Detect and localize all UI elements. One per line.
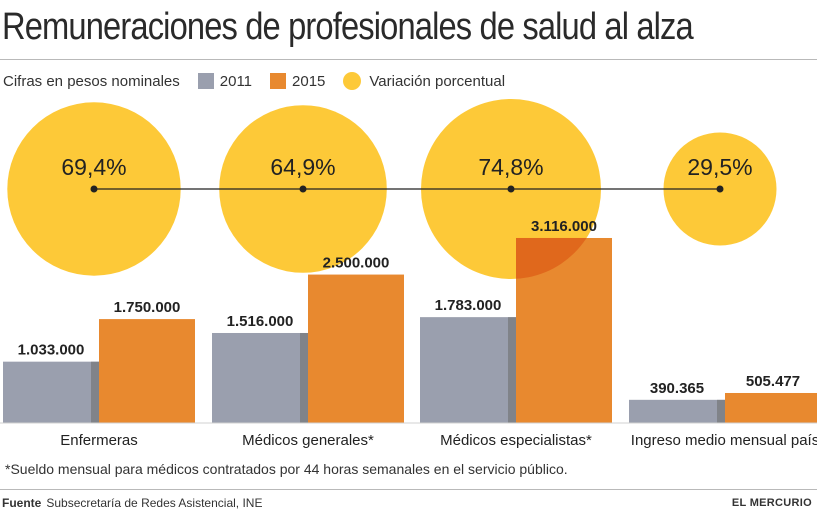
variation-dot-4 [716, 185, 724, 193]
variation-dot-3 [507, 185, 515, 193]
variation-label-1: 69,4% [61, 154, 126, 180]
value-label-2011-2: 1.516.000 [227, 313, 294, 330]
legend-swatch-2015 [270, 73, 287, 89]
title-divider [0, 59, 817, 60]
footer-divider [0, 489, 817, 490]
legend-label-variation: Variación porcentual [369, 72, 506, 90]
bar-shadow-4 [717, 399, 725, 423]
subtitle: Cifras en pesos nominales [3, 72, 180, 90]
chart-title: Remuneraciones de profesionales de salud… [2, 6, 694, 48]
value-label-2011-3: 1.783.000 [435, 297, 502, 314]
value-label-2015-4: 505.477 [746, 373, 800, 390]
category-label-4: Ingreso medio mensual país [631, 432, 817, 449]
variation-dot-2 [299, 185, 307, 193]
bar-2011-1 [3, 361, 99, 423]
legend-item-2015: 2015 [270, 73, 325, 90]
variation-label-2: 64,9% [270, 154, 335, 180]
legend: Cifras en pesos nominales 2011 2015 Vari… [3, 70, 505, 92]
value-label-2011-4: 390.365 [650, 380, 704, 397]
bar-2011-4 [629, 399, 725, 423]
legend-label-2015: 2015 [292, 72, 326, 90]
legend-swatch-variation [343, 72, 362, 90]
chart-canvas: 69,4% 64,9% 74,8% 29,5% 1.033.0001.750.0001… [0, 99, 817, 449]
value-label-2015-1: 1.750.000 [114, 299, 181, 316]
footnote: *Sueldo mensual para médicos contratados… [5, 461, 568, 477]
legend-item-2011: 2011 [197, 72, 253, 90]
bar-2011-2 [212, 332, 308, 423]
category-labels: Enfermeras Médicos generales* Médicos espe… [60, 432, 817, 449]
bar-shadow-2 [300, 332, 308, 423]
category-label-1: Enfermeras [60, 432, 138, 449]
bar-shadow-1 [91, 361, 99, 423]
bar-2015-4 [725, 392, 817, 423]
variation-labels: 69,4% 64,9% 74,8% 29,5% [61, 154, 752, 180]
category-label-3: Médicos especialistas* [440, 432, 592, 449]
legend-item-variation: Variación porcentual [343, 72, 505, 90]
bar-shadow-3 [508, 317, 516, 423]
category-label-2: Médicos generales* [242, 432, 374, 449]
bar-2015-1 [99, 319, 195, 423]
source-line: Fuente Subsecretaría de Redes Asistencial… [2, 496, 262, 510]
value-label-2011-1: 1.033.000 [18, 342, 85, 359]
variation-dot-1 [90, 185, 98, 193]
value-label-2015-3: 3.116.000 [531, 218, 597, 235]
legend-label-2011: 2011 [219, 72, 253, 90]
source-label: Fuente [2, 496, 42, 510]
value-label-2015-2: 2.500.000 [323, 255, 390, 272]
bar-2011-3 [420, 317, 516, 423]
variation-label-3: 74,8% [478, 154, 543, 180]
legend-swatch-2011 [197, 73, 214, 89]
value-labels: 1.033.000 1.750.000 1.516.000 2.500.000 1.78… [18, 218, 800, 397]
variation-dots [90, 185, 724, 193]
variation-label-4: 29,5% [687, 154, 752, 180]
bar-2015-2 [308, 274, 404, 423]
brand-logo: EL MERCURIO [731, 497, 812, 509]
source-text: Subsecretaría de Redes Asistencial, INE [46, 496, 263, 510]
